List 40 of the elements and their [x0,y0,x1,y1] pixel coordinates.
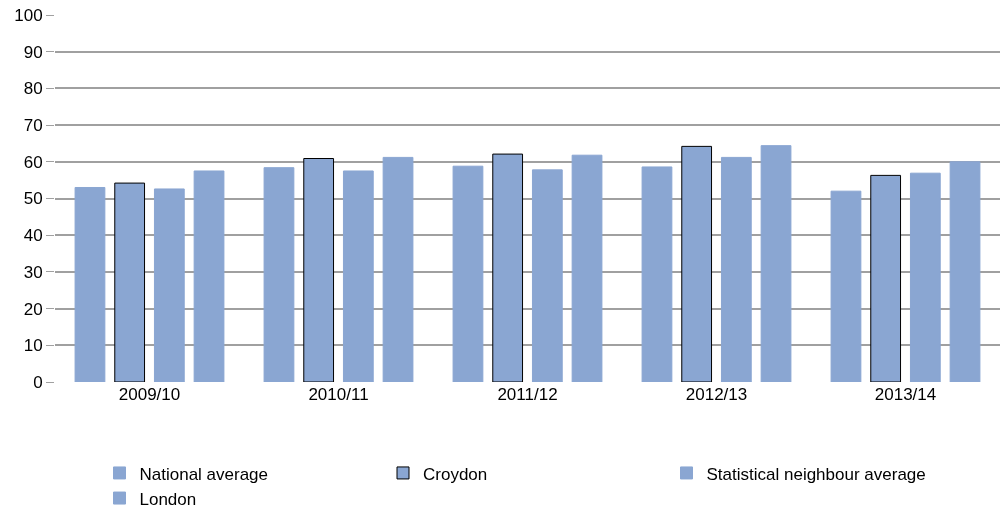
bar [114,182,146,382]
x-tick-label: 2010/11 [308,385,369,404]
bar [74,186,106,382]
y-tick-label: 50 [23,189,43,209]
bar [571,154,603,382]
x-tick-label: 2011/12 [497,385,558,404]
y-tick-label: 60 [23,152,43,172]
bar [720,156,752,382]
y-tick-label: 70 [23,116,43,136]
bar [342,170,374,382]
y-tick-label: 40 [23,226,43,246]
x-tick-label: 2013/14 [874,385,937,404]
bar [531,169,563,382]
bar [492,153,524,382]
legend-label: London [139,489,197,509]
legend-label: Croydon [423,464,488,484]
bar [303,158,335,382]
bar [760,145,792,382]
y-tick-label: 100 [14,5,43,25]
y-tick-label: 0 [33,372,43,392]
bar [382,156,414,382]
y-tick-label: 80 [23,79,43,99]
bar [452,165,484,382]
legend-label: Statistical neighbour average [706,464,926,484]
bar [830,190,862,382]
bar [949,161,981,382]
y-tick-label: 10 [23,336,43,356]
bar [641,166,673,382]
bar [263,167,295,382]
bar [153,188,185,382]
y-tick-label: 30 [23,262,43,282]
legend-label: National average [139,464,269,484]
bar [681,145,713,382]
bar [193,170,225,382]
x-tick-label: 2012/13 [685,385,748,404]
y-tick-label: 90 [23,42,43,62]
bar [909,172,941,382]
x-tick-label: 2009/10 [118,385,181,404]
bar [870,174,902,382]
y-tick-label: 20 [23,299,43,319]
